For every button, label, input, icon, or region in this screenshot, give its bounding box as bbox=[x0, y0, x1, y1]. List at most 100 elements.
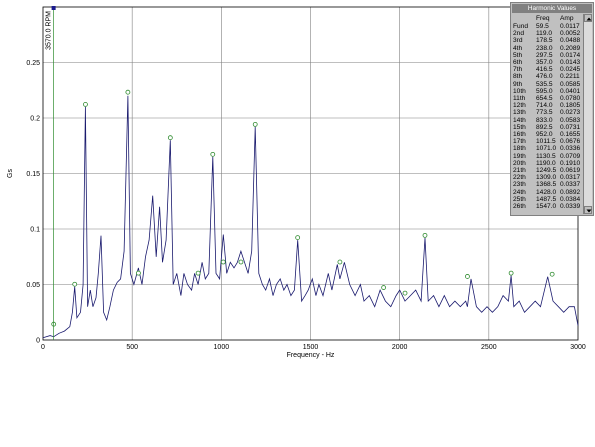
harmonic-freq: 416.5 bbox=[536, 66, 553, 74]
y-tick-label: 0.2 bbox=[30, 116, 40, 123]
harmonic-order: 15th bbox=[513, 123, 526, 131]
scroll-down-button[interactable] bbox=[584, 206, 592, 214]
harmonic-row[interactable]: 23th 1368.5 0.0337 bbox=[512, 181, 584, 188]
peak-marker bbox=[195, 270, 201, 276]
x-tick-label: 2500 bbox=[481, 344, 497, 351]
harmonic-order: 11th bbox=[513, 95, 526, 102]
harmonic-freq: 1011.5 bbox=[536, 138, 556, 146]
harmonic-order: 5th bbox=[513, 51, 523, 59]
harmonic-amp: 0.0488 bbox=[560, 37, 581, 45]
harmonic-row[interactable]: 3rd 178.5 0.0488 bbox=[512, 37, 584, 44]
harmonic-row[interactable]: 15th 892.5 0.0731 bbox=[512, 124, 584, 131]
x-tick-label: 1500 bbox=[303, 344, 319, 351]
harmonic-row[interactable]: Fund 59.5 0.0117 bbox=[512, 23, 584, 30]
harmonic-freq: 535.5 bbox=[536, 80, 553, 88]
peak-marker bbox=[422, 232, 428, 238]
harmonic-row[interactable]: 24th 1428.0 0.0892 bbox=[512, 189, 584, 196]
harmonic-order: 20th bbox=[513, 159, 526, 167]
x-axis-label: Frequency - Hz bbox=[287, 352, 335, 359]
harmonic-order: 19th bbox=[513, 152, 526, 160]
arrow-down-icon bbox=[586, 209, 592, 213]
x-tick-label: 1000 bbox=[214, 344, 230, 351]
harmonic-amp: 0.1655 bbox=[560, 131, 581, 138]
harmonic-row[interactable]: 14th 833.0 0.0583 bbox=[512, 117, 584, 124]
harmonic-order: 7th bbox=[513, 66, 523, 74]
y-tick-label: 0.25 bbox=[26, 60, 40, 67]
x-tick-label: 2000 bbox=[392, 344, 408, 351]
harmonic-freq: 714.0 bbox=[536, 102, 553, 110]
harmonic-row[interactable]: 19th 1130.5 0.0709 bbox=[512, 153, 584, 160]
harmonic-row[interactable]: 17th 1011.5 0.0676 bbox=[512, 138, 584, 145]
harmonic-order: 13th bbox=[513, 109, 526, 117]
y-tick-label: 0.15 bbox=[26, 171, 40, 178]
harmonic-row[interactable]: 4th 238.0 0.2089 bbox=[512, 45, 584, 52]
y-tick-label-zero: 0 bbox=[36, 338, 40, 345]
harmonic-row[interactable]: 9th 535.5 0.0585 bbox=[512, 81, 584, 88]
harmonic-freq: 654.5 bbox=[536, 95, 553, 102]
harmonic-row[interactable]: 5th 297.5 0.0174 bbox=[512, 52, 584, 59]
harmonic-amp: 0.0117 bbox=[560, 23, 580, 30]
harmonic-order: 25th bbox=[513, 195, 526, 203]
scroll-up-button[interactable] bbox=[584, 14, 592, 22]
harmonic-amp: 0.0709 bbox=[560, 152, 581, 160]
harmonic-order: 18th bbox=[513, 145, 526, 153]
freq-column-header: Freq bbox=[536, 15, 550, 22]
harmonic-amp: 0.0583 bbox=[560, 116, 581, 124]
peak-marker bbox=[210, 151, 216, 157]
arrow-up-icon bbox=[586, 17, 592, 21]
harmonic-row[interactable]: 18th 1071.0 0.0336 bbox=[512, 145, 584, 152]
harmonic-row[interactable]: 22th 1309.0 0.0317 bbox=[512, 174, 584, 181]
harmonic-table-body[interactable]: Fund 59.5 0.0117 2nd 119.0 0.0052 3rd 178.5 0.04… bbox=[512, 23, 584, 215]
harmonic-freq: 952.0 bbox=[536, 131, 553, 138]
harmonic-amp: 0.0143 bbox=[560, 59, 581, 66]
x-tick-label: 0 bbox=[41, 344, 45, 351]
plot-grid bbox=[43, 7, 578, 340]
x-tick-label: 500 bbox=[126, 344, 138, 351]
harmonic-amp: 0.0780 bbox=[560, 95, 581, 102]
harmonic-amp: 0.0336 bbox=[560, 145, 581, 153]
harmonic-order: 8th bbox=[513, 73, 523, 81]
harmonic-freq: 1309.0 bbox=[536, 174, 557, 182]
harmonic-order: 4th bbox=[513, 44, 523, 52]
amp-column-header: Amp bbox=[560, 15, 574, 22]
harmonic-row[interactable]: 2nd 119.0 0.0052 bbox=[512, 30, 584, 37]
harmonic-freq: 476.0 bbox=[536, 73, 553, 81]
peak-marker bbox=[238, 259, 244, 265]
peak-marker bbox=[167, 135, 173, 141]
harmonic-freq: 595.0 bbox=[536, 87, 553, 95]
y-tick-label: 0.05 bbox=[26, 282, 40, 289]
harmonic-scrollbar[interactable] bbox=[583, 14, 592, 214]
harmonic-row[interactable]: 7th 416.5 0.0245 bbox=[512, 66, 584, 73]
spectrum-line bbox=[42, 95, 579, 339]
harmonic-order: 26th bbox=[513, 203, 526, 210]
peak-marker bbox=[125, 89, 131, 95]
peak-marker bbox=[136, 270, 141, 276]
harmonic-row[interactable]: 12th 714.0 0.1805 bbox=[512, 102, 584, 109]
harmonic-row[interactable]: 25th 1487.5 0.0384 bbox=[512, 196, 584, 203]
harmonic-freq: 1428.0 bbox=[536, 188, 557, 196]
harmonic-row[interactable]: 21th 1249.5 0.0619 bbox=[512, 167, 584, 174]
harmonic-row[interactable]: 6th 357.0 0.0143 bbox=[512, 59, 584, 66]
harmonic-row[interactable]: 13th 773.5 0.0273 bbox=[512, 109, 584, 116]
harmonic-freq: 833.0 bbox=[536, 116, 553, 124]
harmonic-row[interactable]: 26th 1547.0 0.0339 bbox=[512, 203, 584, 210]
harmonic-row[interactable]: 16th 952.0 0.1655 bbox=[512, 131, 584, 138]
rpm-cursor[interactable] bbox=[51, 6, 56, 340]
harmonic-amp: 0.0245 bbox=[560, 66, 581, 74]
harmonic-freq: 1368.5 bbox=[536, 181, 557, 189]
harmonic-row[interactable]: 20th 1190.0 0.1910 bbox=[512, 160, 584, 167]
harmonic-values-panel[interactable]: Harmonic Values Freq Amp Fund 59.5 0.0117 2… bbox=[510, 2, 594, 216]
harmonic-amp: 0.1910 bbox=[560, 159, 581, 167]
harmonic-row[interactable]: 10th 595.0 0.0401 bbox=[512, 88, 584, 95]
peak-marker bbox=[295, 235, 301, 241]
harmonic-row[interactable]: 8th 476.0 0.2211 bbox=[512, 73, 584, 80]
harmonic-order: 17th bbox=[513, 138, 526, 146]
harmonic-freq: 773.5 bbox=[536, 109, 553, 117]
peak-marker bbox=[252, 121, 258, 127]
harmonic-order: 2nd bbox=[513, 30, 525, 38]
harmonic-freq: 119.0 bbox=[536, 30, 553, 38]
cursor-handle[interactable] bbox=[51, 6, 56, 10]
peak-marker bbox=[508, 270, 514, 276]
harmonic-row[interactable]: 11th 654.5 0.0780 bbox=[512, 95, 584, 102]
